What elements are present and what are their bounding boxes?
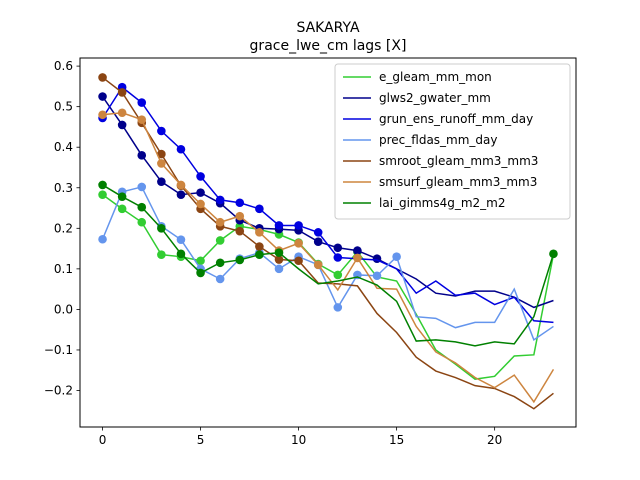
series-line-lai_gimms4g_m2_m2: [102, 184, 555, 347]
legend-label-prec_fldas_mm_day: prec_fldas_mm_day: [379, 133, 498, 147]
data-point-prec_fldas_mm_day-6: [215, 274, 225, 284]
data-point-e_gleam_mm_mon-5: [196, 256, 205, 266]
data-point-smsurf_gleam_mm3_mm3-4: [176, 180, 186, 190]
data-point-lai_gimms4g_m2_m2-7: [235, 255, 245, 265]
data-point-lai_gimms4g_m2_m2-8: [255, 250, 264, 259]
y-tick-label: 0.0: [54, 302, 73, 316]
data-point-smroot_gleam_mm3_mm3-9: [274, 255, 284, 264]
legend-box: [334, 63, 571, 220]
data-point-e_gleam_mm_mon-1: [117, 204, 127, 214]
data-point-prec_fldas_mm_day-14: [372, 271, 382, 281]
data-point-prec_fldas_mm_day-15: [392, 252, 401, 261]
y-tick-label: 0.2: [54, 221, 73, 235]
data-point-lai_gimms4g_m2_m2-23: [549, 249, 558, 259]
y-tick-label: −0.2: [44, 384, 73, 398]
data-point-grun_ens_runoff_mm_day-6: [215, 195, 225, 205]
series-line-grun_ens_runoff_mm_day: [101, 86, 554, 324]
data-point-grun_ens_runoff_mm_day-12: [333, 253, 343, 262]
y-tick-label: 0.5: [54, 100, 73, 114]
data-point-smsurf_gleam_mm3_mm3-11: [313, 260, 323, 270]
data-point-glws2_gwater_mm-3: [157, 177, 166, 186]
legend-label-lai_gimms4g_m2_m2: lai_gimms4g_m2_m2: [379, 196, 506, 210]
data-point-prec_fldas_mm_day-0: [98, 234, 107, 244]
x-tick-label: 10: [291, 433, 306, 447]
data-point-lai_gimms4g_m2_m2-0: [98, 180, 107, 190]
data-point-prec_fldas_mm_day-4: [176, 235, 186, 244]
legend: e_gleam_mm_mon glws2_gwater_mm grun_ens_ru…: [334, 63, 571, 220]
legend-label-glws2_gwater_mm: glws2_gwater_mm: [379, 91, 491, 105]
data-point-smroot_gleam_mm3_mm3-1: [117, 88, 127, 97]
y-tick-label: 0.1: [54, 262, 73, 276]
series-line-smsurf_gleam_mm3_mm3: [102, 111, 555, 404]
data-point-e_gleam_mm_mon-12: [333, 270, 343, 280]
data-point-grun_ens_runoff_mm_day-4: [176, 144, 186, 154]
data-point-smsurf_gleam_mm3_mm3-3: [157, 159, 166, 168]
data-point-grun_ens_runoff_mm_day-5: [196, 172, 205, 181]
data-point-e_gleam_mm_mon-6: [215, 236, 225, 245]
x-tick-label: 0: [99, 433, 107, 447]
data-point-e_gleam_mm_mon-3: [157, 250, 166, 259]
legend-label-e_gleam_mm_mon: e_gleam_mm_mon: [379, 70, 492, 84]
chart-title: SAKARYA: [296, 20, 360, 36]
data-point-smroot_gleam_mm3_mm3-3: [157, 149, 166, 159]
data-point-glws2_gwater_mm-0: [98, 92, 107, 101]
data-point-grun_ens_runoff_mm_day-7: [235, 198, 245, 208]
data-point-smroot_gleam_mm3_mm3-10: [294, 256, 303, 266]
data-point-prec_fldas_mm_day-12: [333, 303, 343, 312]
axes-frame: [79, 57, 577, 428]
data-point-smroot_gleam_mm3_mm3-0: [98, 73, 107, 82]
x-tick-label: 5: [197, 433, 205, 447]
data-point-grun_ens_runoff_mm_day-8: [255, 204, 264, 214]
data-point-grun_ens_runoff_mm_day-9: [274, 221, 284, 230]
y-tick-label: 0.3: [54, 181, 73, 195]
data-point-glws2_gwater_mm-11: [313, 237, 323, 246]
data-point-glws2_gwater_mm-12: [333, 243, 343, 253]
data-point-glws2_gwater_mm-5: [196, 188, 205, 197]
data-point-glws2_gwater_mm-2: [137, 151, 147, 160]
data-point-lai_gimms4g_m2_m2-4: [176, 249, 186, 259]
data-point-glws2_gwater_mm-13: [353, 246, 362, 255]
data-point-smsurf_gleam_mm3_mm3-8: [255, 228, 264, 237]
data-point-smsurf_gleam_mm3_mm3-6: [215, 217, 225, 227]
data-point-smsurf_gleam_mm3_mm3-7: [235, 211, 245, 221]
y-tick-label: 0.4: [54, 140, 73, 154]
data-point-smsurf_gleam_mm3_mm3-2: [137, 115, 147, 124]
data-point-grun_ens_runoff_mm_day-2: [137, 98, 147, 107]
data-point-e_gleam_mm_mon-2: [137, 217, 147, 227]
data-point-grun_ens_runoff_mm_day-3: [157, 126, 166, 136]
x-tick-label: 15: [389, 433, 404, 447]
plot-area: [98, 73, 558, 410]
data-point-lai_gimms4g_m2_m2-3: [157, 224, 166, 233]
legend-label-grun_ens_runoff_mm_day: grun_ens_runoff_mm_day: [379, 112, 533, 126]
data-point-smroot_gleam_mm3_mm3-8: [255, 242, 264, 251]
data-point-grun_ens_runoff_mm_day-11: [313, 228, 323, 237]
data-point-lai_gimms4g_m2_m2-2: [137, 202, 147, 212]
data-point-lai_gimms4g_m2_m2-5: [196, 268, 205, 278]
data-point-smsurf_gleam_mm3_mm3-0: [98, 110, 107, 120]
data-point-lai_gimms4g_m2_m2-1: [117, 192, 127, 201]
data-point-e_gleam_mm_mon-0: [98, 190, 107, 199]
data-point-grun_ens_runoff_mm_day-10: [294, 221, 303, 230]
chart-subtitle: grace_lwe_cm lags [X]: [250, 38, 407, 54]
data-point-lai_gimms4g_m2_m2-9: [274, 248, 284, 257]
y-tick-label: −0.1: [44, 343, 73, 357]
data-point-smsurf_gleam_mm3_mm3-10: [294, 239, 303, 248]
x-tick-label: 20: [487, 433, 502, 447]
data-point-lai_gimms4g_m2_m2-6: [215, 258, 225, 268]
data-point-glws2_gwater_mm-4: [176, 190, 186, 199]
data-point-prec_fldas_mm_day-2: [137, 182, 147, 192]
data-point-smsurf_gleam_mm3_mm3-1: [117, 108, 127, 118]
legend-label-smsurf_gleam_mm3_mm3: smsurf_gleam_mm3_mm3: [379, 175, 537, 189]
data-point-smroot_gleam_mm3_mm3-7: [235, 226, 245, 236]
axes: 0 5 10 15 20 −0.2 −0.1 0.0 0.1 0.2 0.3 0.4 0.5 0.6: [44, 59, 502, 447]
data-point-smsurf_gleam_mm3_mm3-5: [196, 199, 205, 209]
y-tick-label: 0.6: [54, 59, 73, 73]
data-point-smsurf_gleam_mm3_mm3-13: [353, 253, 362, 263]
data-point-prec_fldas_mm_day-9: [274, 264, 284, 274]
data-point-glws2_gwater_mm-1: [117, 120, 127, 130]
legend-label-smroot_gleam_mm3_mm3: smroot_gleam_mm3_mm3: [379, 154, 538, 168]
